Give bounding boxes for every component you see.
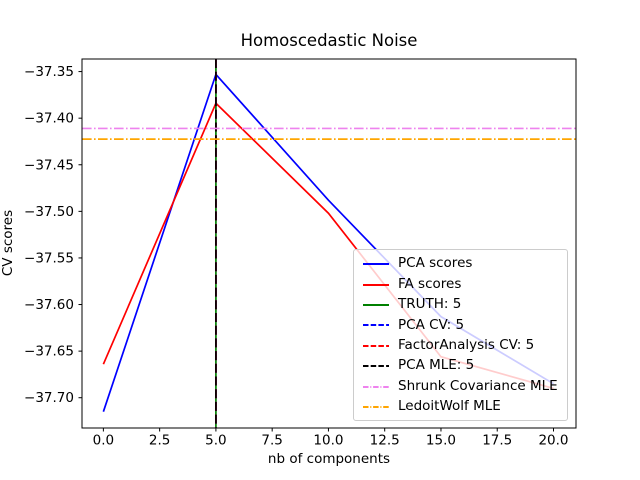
legend-line-sample (363, 283, 389, 286)
legend-line-sample (363, 385, 389, 388)
axes-frame (81, 58, 577, 429)
legend-item: PCA MLE: 5 (354, 356, 567, 376)
legend-label: PCA MLE: 5 (398, 357, 475, 374)
legend-item: Shrunk Covariance MLE (354, 376, 567, 396)
legend-line-sample (363, 405, 389, 408)
legend-item: FA scores (354, 274, 567, 294)
legend-label: Shrunk Covariance MLE (398, 377, 558, 394)
legend-line-sample (363, 365, 389, 368)
x-tick-label: 10.0 (313, 433, 343, 449)
legend-label: PCA CV: 5 (398, 316, 465, 333)
x-tick-label: 17.5 (482, 433, 512, 449)
legend-label: LedoitWolf MLE (398, 398, 501, 415)
y-tick-label: −37.55 (24, 250, 74, 266)
legend-item: PCA CV: 5 (354, 315, 567, 335)
x-tick-label: 20.0 (538, 433, 568, 449)
legend-item: FactorAnalysis CV: 5 (354, 336, 567, 356)
y-tick-label: −37.60 (24, 297, 74, 313)
legend-item: LedoitWolf MLE (354, 397, 567, 417)
y-axis-label: CV scores (0, 210, 16, 276)
legend-label: TRUTH: 5 (398, 296, 462, 313)
legend-line-sample (363, 263, 389, 266)
y-tick-label: −37.70 (24, 390, 74, 406)
legend-line-sample (363, 344, 389, 347)
legend-item: PCA scores (354, 254, 567, 274)
chart-title: Homoscedastic Noise (241, 31, 418, 50)
x-tick-label: 7.5 (261, 433, 282, 449)
legend-item: TRUTH: 5 (354, 295, 567, 315)
reference-hlines (82, 127, 576, 140)
y-tick-label: −37.35 (24, 64, 74, 80)
x-tick-label: 15.0 (426, 433, 456, 449)
x-axis-label: nb of components (268, 451, 390, 467)
y-tick-label: −37.45 (24, 157, 74, 173)
y-tick-label: −37.65 (24, 344, 74, 360)
axis-ticks: 0.0 2.5 5.0 7.5 10.0 12.5 15.0 17.5 20.0 −37.35 −3… (24, 64, 568, 448)
x-tick-label: 5.0 (205, 433, 226, 449)
x-tick-label: 2.5 (149, 433, 170, 449)
x-tick-label: 12.5 (370, 433, 400, 449)
y-tick-label: −37.50 (24, 204, 74, 220)
x-tick-label: 0.0 (93, 433, 114, 449)
legend-label: FA scores (398, 275, 462, 292)
y-tick-label: −37.40 (24, 111, 74, 127)
legend-line-sample (363, 303, 389, 306)
legend-label: FactorAnalysis CV: 5 (398, 337, 535, 353)
legend-label: PCA scores (398, 255, 473, 272)
legend-line-sample (363, 324, 389, 327)
legend: PCA scores FA scores TRUTH: 5 PCA CV: 5 Fact… (353, 249, 568, 422)
